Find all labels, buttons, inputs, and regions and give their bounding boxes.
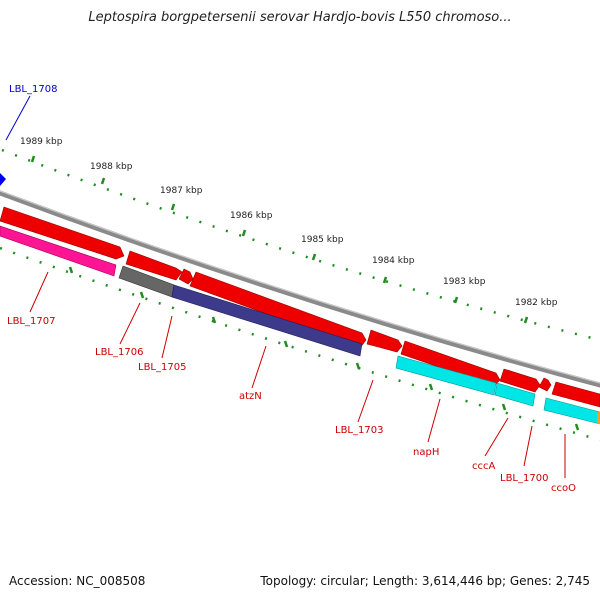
label-LBL_1705[interactable]: LBL_1705	[138, 362, 186, 373]
gene-red-2[interactable]	[125, 250, 183, 281]
leader-LBL_1703	[357, 379, 374, 423]
inner-tick-7	[501, 403, 507, 411]
gene-cccA[interactable]	[494, 382, 536, 407]
scale-label-1983: 1983 kbp	[443, 277, 486, 287]
gene-red-8[interactable]	[538, 377, 552, 392]
scale-label-1982: 1982 kbp	[515, 298, 558, 308]
leader-napH	[427, 398, 441, 443]
chromosome-backbone	[0, 190, 600, 388]
scale-tick-1985	[311, 253, 317, 261]
label-ccoO[interactable]: ccoO	[551, 483, 576, 494]
label-cccA[interactable]: cccA	[472, 461, 495, 472]
scale-labels: 1989 kbp 1988 kbp 1987 kbp 1986 kbp 1985…	[20, 137, 558, 308]
scale-tick-1987	[170, 203, 176, 211]
gene-red-1[interactable]	[0, 206, 125, 260]
scale-label-1987: 1987 kbp	[160, 186, 203, 196]
gene-ccoO[interactable]	[543, 397, 600, 425]
leader-atzN	[251, 345, 267, 389]
label-leader-lines	[5, 95, 566, 478]
genome-summary-text: Topology: circular; Length: 3,614,446 bp…	[260, 574, 590, 588]
inner-ring-ticks	[68, 266, 580, 431]
scale-tick-1986	[241, 229, 247, 237]
inner-dotted-ring	[0, 246, 600, 442]
scale-ticks	[30, 155, 529, 324]
scale-label-1985: 1985 kbp	[301, 235, 344, 245]
gene-red-4[interactable]	[189, 271, 367, 349]
scale-tick-1984	[382, 276, 388, 284]
inner-tick-8	[574, 423, 580, 431]
label-LBL_1700[interactable]: LBL_1700	[500, 473, 548, 484]
scale-label-1986: 1986 kbp	[230, 211, 273, 221]
leader-LBL_1705	[161, 315, 173, 359]
inner-tick-6	[428, 383, 434, 391]
gene-labels: LBL_1708 LBL_1707 LBL_1706 LBL_1705 atzN…	[7, 84, 576, 494]
leader-LBL_1706	[119, 302, 141, 345]
gene-red-7[interactable]	[499, 368, 541, 393]
gene-red-3[interactable]	[178, 268, 194, 285]
inner-tick-5	[355, 362, 361, 370]
gene-red-9[interactable]	[551, 381, 600, 408]
scale-tick-1983	[453, 296, 459, 304]
forward-strand-genes	[0, 206, 600, 408]
leader-LBL_1708	[5, 95, 31, 141]
gene-orange-edge[interactable]	[597, 412, 600, 424]
label-LBL_1707[interactable]: LBL_1707	[7, 316, 55, 327]
map-title: Leptospira borgpetersenii serovar Hardjo…	[88, 10, 512, 25]
scale-label-1989: 1989 kbp	[20, 137, 63, 147]
scale-label-1988: 1988 kbp	[90, 162, 133, 172]
scale-tick-1982	[523, 316, 529, 324]
scale-tick-1989	[30, 155, 36, 163]
inner-tick-4	[283, 340, 289, 348]
label-atzN[interactable]: atzN	[239, 391, 262, 402]
inner-tick-1	[68, 266, 74, 274]
chromosome-backbone-highlight	[0, 190, 600, 384]
label-napH[interactable]: napH	[413, 447, 439, 458]
gene-LBL_1707[interactable]	[0, 225, 117, 277]
inner-tick-3	[211, 316, 217, 324]
leader-cccA	[484, 417, 509, 457]
label-LBL_1708[interactable]: LBL_1708	[9, 84, 57, 95]
gene-napH[interactable]	[395, 355, 497, 396]
label-LBL_1706[interactable]: LBL_1706	[95, 347, 143, 358]
gene-LBL_1708[interactable]	[0, 173, 6, 186]
accession-text: Accession: NC_008508	[9, 574, 146, 588]
inner-tick-2	[139, 291, 145, 299]
reverse-strand-genes	[0, 225, 600, 425]
scale-label-1984: 1984 kbp	[372, 256, 415, 266]
label-LBL_1703[interactable]: LBL_1703	[335, 425, 383, 436]
gene-atzN[interactable]	[171, 284, 363, 357]
scale-tick-1988	[100, 177, 106, 185]
leader-LBL_1707	[29, 271, 49, 313]
leader-LBL_1700	[523, 425, 533, 467]
gene-red-5[interactable]	[366, 329, 403, 353]
